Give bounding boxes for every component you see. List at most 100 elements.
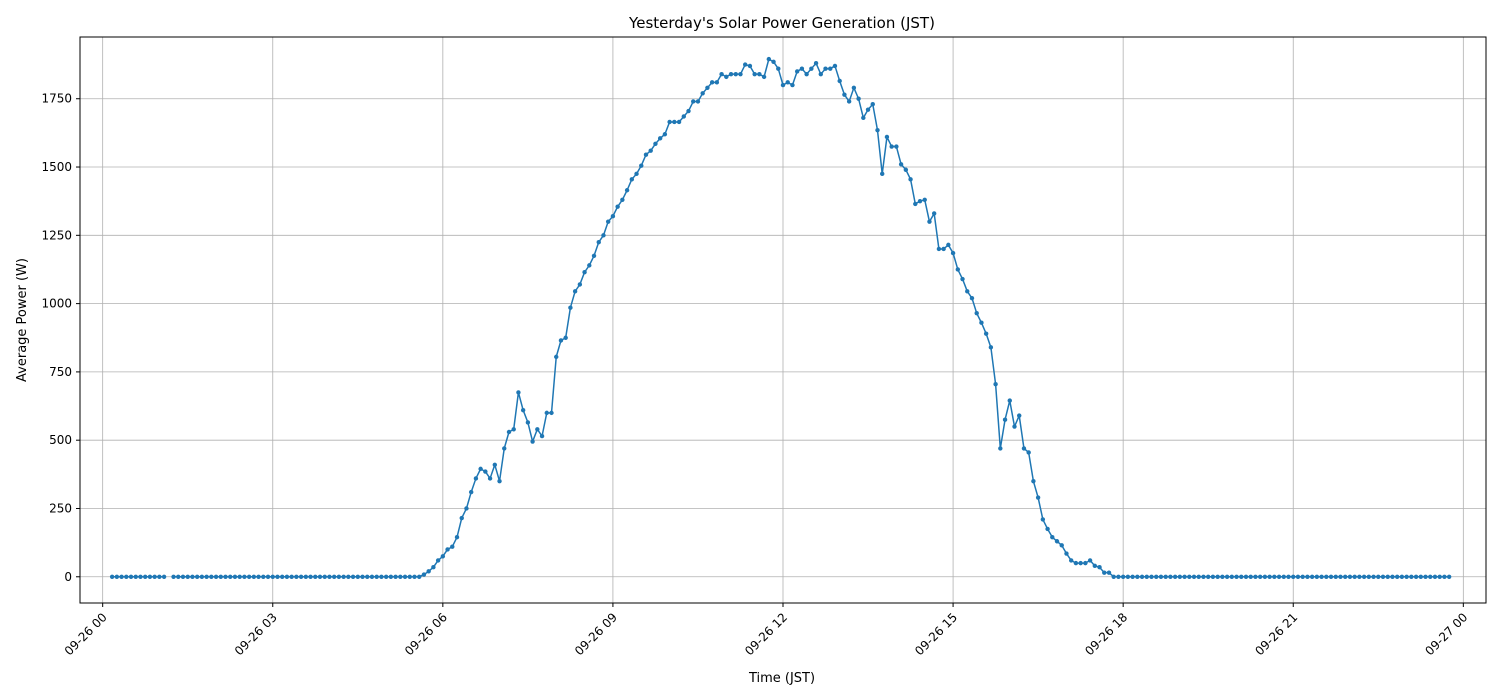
- data-point: [1286, 574, 1291, 579]
- data-point: [601, 233, 606, 238]
- data-point: [1201, 574, 1206, 579]
- data-point: [487, 476, 493, 481]
- data-point: [492, 462, 498, 467]
- data-point: [1021, 446, 1027, 451]
- data-point: [478, 466, 483, 472]
- data-point: [1442, 574, 1447, 579]
- data-point: [1446, 574, 1452, 579]
- data-point: [190, 574, 195, 579]
- data-point: [776, 66, 781, 71]
- data-point: [535, 427, 540, 432]
- data-point: [1187, 574, 1192, 579]
- data-point: [1144, 574, 1149, 579]
- data-point: [1333, 574, 1338, 579]
- data-point: [360, 574, 365, 579]
- data-point: [1050, 534, 1055, 540]
- y-tick-label: 1000: [41, 297, 72, 311]
- data-point: [520, 407, 526, 413]
- data-point: [1437, 574, 1442, 579]
- data-point: [988, 345, 994, 350]
- data-point: [639, 163, 644, 168]
- data-point: [544, 410, 549, 416]
- data-point: [1243, 574, 1249, 579]
- data-point: [355, 574, 360, 579]
- data-point: [1357, 574, 1362, 579]
- data-point: [1399, 574, 1405, 579]
- data-point: [587, 263, 592, 268]
- data-point: [1281, 574, 1286, 579]
- data-point: [261, 574, 266, 579]
- data-point: [700, 91, 705, 96]
- data-point: [662, 132, 668, 137]
- data-point: [1305, 574, 1310, 579]
- data-point: [1064, 551, 1069, 556]
- data-point: [1135, 574, 1140, 579]
- data-point: [884, 134, 890, 140]
- data-point: [804, 71, 809, 77]
- data-point: [747, 63, 753, 69]
- data-point: [832, 63, 838, 69]
- data-point: [379, 574, 384, 579]
- data-point: [270, 574, 275, 579]
- data-point: [1376, 574, 1381, 579]
- data-point: [336, 574, 342, 579]
- data-point: [530, 439, 535, 444]
- data-point: [1229, 574, 1235, 579]
- data-point: [317, 574, 323, 579]
- data-point: [1130, 574, 1135, 579]
- data-point: [790, 82, 795, 88]
- data-point: [1163, 574, 1168, 579]
- data-point: [1404, 574, 1409, 579]
- data-point: [412, 574, 417, 579]
- data-point: [634, 171, 639, 177]
- data-point: [289, 574, 294, 579]
- data-point: [780, 82, 786, 88]
- data-point: [365, 574, 370, 579]
- chart-title: Yesterday's Solar Power Generation (JST): [628, 14, 935, 32]
- data-point: [350, 574, 356, 579]
- data-point: [766, 56, 772, 62]
- data-point: [1045, 526, 1050, 532]
- data-point: [1215, 574, 1220, 579]
- data-point: [393, 574, 398, 579]
- data-point: [1059, 543, 1064, 548]
- data-point: [303, 574, 309, 579]
- data-point: [813, 61, 819, 66]
- data-point: [828, 66, 833, 71]
- data-point: [1149, 574, 1154, 579]
- data-point: [799, 66, 805, 71]
- data-point: [1418, 574, 1424, 579]
- data-point: [568, 305, 573, 310]
- data-point: [695, 99, 701, 104]
- data-point: [1257, 574, 1263, 579]
- data-point: [185, 574, 190, 579]
- data-point: [237, 574, 242, 579]
- data-point: [1111, 574, 1116, 579]
- data-point: [733, 71, 738, 77]
- data-point: [294, 574, 299, 579]
- data-point: [1234, 574, 1239, 579]
- data-point: [648, 148, 653, 153]
- data-point: [1191, 574, 1197, 579]
- data-point: [313, 574, 318, 579]
- data-point: [161, 574, 167, 579]
- data-point: [846, 99, 852, 104]
- y-tick-label: 1750: [41, 92, 72, 106]
- data-point: [610, 214, 616, 219]
- data-point: [823, 66, 828, 71]
- data-point: [1338, 574, 1343, 579]
- data-point: [1347, 574, 1353, 579]
- data-point: [856, 96, 861, 101]
- data-point: [1168, 574, 1173, 579]
- data-point: [1120, 574, 1126, 579]
- data-point: [398, 574, 403, 579]
- data-point: [946, 242, 951, 248]
- data-point: [927, 219, 932, 224]
- data-point: [143, 574, 148, 579]
- data-point: [605, 219, 611, 224]
- data-point: [1068, 558, 1074, 563]
- data-point: [738, 71, 743, 77]
- data-point: [714, 80, 720, 85]
- data-point: [969, 295, 975, 301]
